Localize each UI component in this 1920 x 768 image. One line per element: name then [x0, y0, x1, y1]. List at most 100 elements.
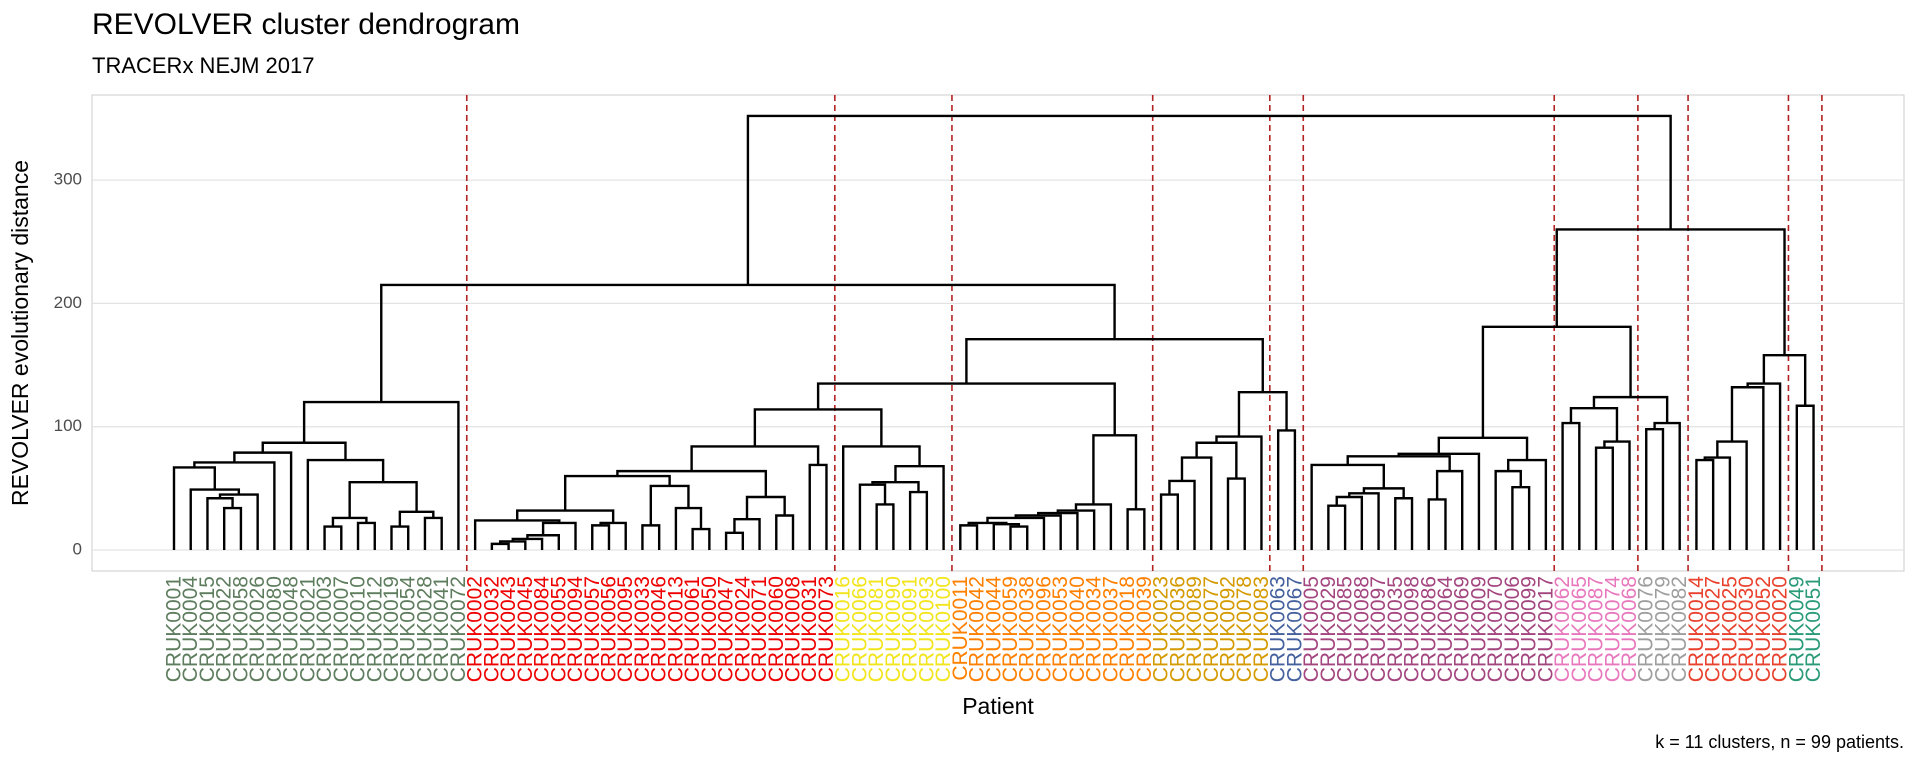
patient-label: CRUK0072: [447, 576, 470, 682]
patient-label: CRUK0058: [229, 576, 252, 682]
patient-label: CRUK0089: [1183, 576, 1206, 682]
patient-label: CRUK0001: [163, 576, 186, 682]
patient-labels: CRUK0001CRUK0004CRUK0015CRUK0022CRUK0058…: [163, 576, 1826, 683]
merge-link: [1555, 228, 1786, 356]
patient-label: CRUK0052: [1752, 576, 1775, 682]
patient-label: CRUK0074: [1601, 576, 1624, 683]
merge-link: [206, 497, 234, 551]
patient-label: CRUK0071: [748, 576, 771, 682]
patient-label: CRUK0063: [1267, 576, 1290, 682]
patient-label: CRUK0070: [1484, 576, 1507, 682]
patient-label: CRUK0012: [363, 576, 386, 682]
patient-label: CRUK0044: [982, 576, 1005, 683]
merge-link: [691, 527, 711, 551]
merge-link: [674, 506, 703, 551]
merge-link: [1394, 497, 1414, 551]
x-axis-title: Patient: [962, 693, 1034, 719]
patient-label: CRUK0046: [648, 576, 671, 682]
merge-link: [1427, 498, 1447, 551]
patient-label: CRUK0041: [430, 576, 453, 682]
patient-label: CRUK0078: [1233, 576, 1256, 682]
patient-label: CRUK0083: [1250, 576, 1273, 682]
merge-link: [599, 521, 627, 551]
merge-link: [858, 483, 887, 551]
merge-link: [967, 521, 1008, 526]
merge-link: [1494, 469, 1522, 551]
merge-link: [965, 337, 1264, 393]
merge-link: [1569, 407, 1619, 442]
patient-label: CRUK0028: [413, 576, 436, 682]
merge-link: [1435, 469, 1464, 551]
merge-link: [222, 506, 243, 551]
patient-label: CRUK0015: [196, 576, 219, 682]
patient-label: CRUK0018: [1116, 576, 1139, 682]
patient-label: CRUK0034: [1083, 576, 1106, 683]
patient-label: CRUK0069: [1451, 576, 1474, 682]
plot-panel: [91, 94, 1905, 572]
patient-label: CRUK0009: [1467, 576, 1490, 682]
patient-label: CRUK0068: [1618, 576, 1641, 682]
merge-link: [1437, 436, 1529, 461]
patient-label: CRUK0086: [1417, 576, 1440, 682]
y-axis-title: REVOLVER evolutionary distance: [7, 160, 33, 506]
patient-label: CRUK0016: [832, 576, 855, 682]
patient-label: CRUK0062: [1551, 576, 1574, 682]
merge-link: [649, 484, 690, 526]
patient-label: CRUK0061: [681, 576, 704, 682]
chart-subtitle: TRACERx NEJM 2017: [92, 53, 315, 78]
patient-label: CRUK0003: [313, 576, 336, 682]
patient-label: CRUK0080: [263, 576, 286, 682]
merge-link: [816, 382, 1116, 436]
patient-label: CRUK0098: [1401, 576, 1424, 682]
merge-link: [356, 521, 376, 551]
patient-label: CRUK0054: [397, 576, 420, 683]
patient-label: CRUK0008: [782, 576, 805, 682]
y-tick-label: 200: [54, 293, 82, 312]
merge-link: [1397, 452, 1481, 551]
patient-label: CRUK0079: [1651, 576, 1674, 682]
patient-label: CRUK0022: [213, 576, 236, 682]
patient-label: CRUK0030: [1735, 576, 1758, 682]
patient-label: CRUK0010: [347, 576, 370, 682]
patient-label: CRUK0036: [1166, 576, 1189, 682]
patient-label: CRUK0002: [464, 576, 487, 682]
patient-label: CRUK0065: [1568, 576, 1591, 682]
patient-label: CRUK0056: [597, 576, 620, 682]
patient-label: CRUK0032: [480, 576, 503, 682]
y-tick-label: 100: [54, 416, 82, 435]
patient-label: CRUK0038: [1016, 576, 1039, 682]
patient-label: CRUK0031: [798, 576, 821, 682]
merge-link: [1507, 458, 1548, 551]
y-tick-label: 300: [54, 170, 82, 189]
patient-label: CRUK0095: [614, 576, 637, 682]
merge-link: [1126, 508, 1146, 551]
merge-link: [1695, 458, 1715, 551]
patient-label: CRUK0057: [581, 576, 604, 682]
patient-label: CRUK0073: [815, 576, 838, 682]
merge-link: [541, 521, 577, 551]
merge-link: [753, 408, 883, 447]
patient-label: CRUK0013: [664, 576, 687, 682]
patient-label: CRUK0040: [1066, 576, 1089, 682]
patient-label: CRUK0014: [1685, 576, 1708, 683]
patient-label: CRUK0027: [1702, 576, 1725, 682]
merge-link: [842, 445, 921, 551]
patient-label: CRUK0021: [296, 576, 319, 682]
merge-link: [380, 283, 1116, 403]
patient-label: CRUK0066: [848, 576, 871, 682]
patient-label: CRUK0085: [1334, 576, 1357, 682]
patient-label: CRUK0020: [1769, 576, 1792, 682]
merge-link: [1226, 477, 1246, 551]
patient-label: CRUK0090: [882, 576, 905, 682]
patient-label: CRUK0092: [1216, 576, 1239, 682]
patient-label: CRUK0059: [999, 576, 1022, 682]
merge-link: [306, 458, 385, 551]
patient-label: CRUK0053: [1049, 576, 1072, 682]
caption: k = 11 clusters, n = 99 patients.: [1655, 732, 1904, 752]
patient-label: CRUK0023: [1150, 576, 1173, 682]
patient-label: CRUK0035: [1384, 576, 1407, 682]
merge-link: [1746, 382, 1782, 551]
merge-link: [193, 461, 276, 551]
